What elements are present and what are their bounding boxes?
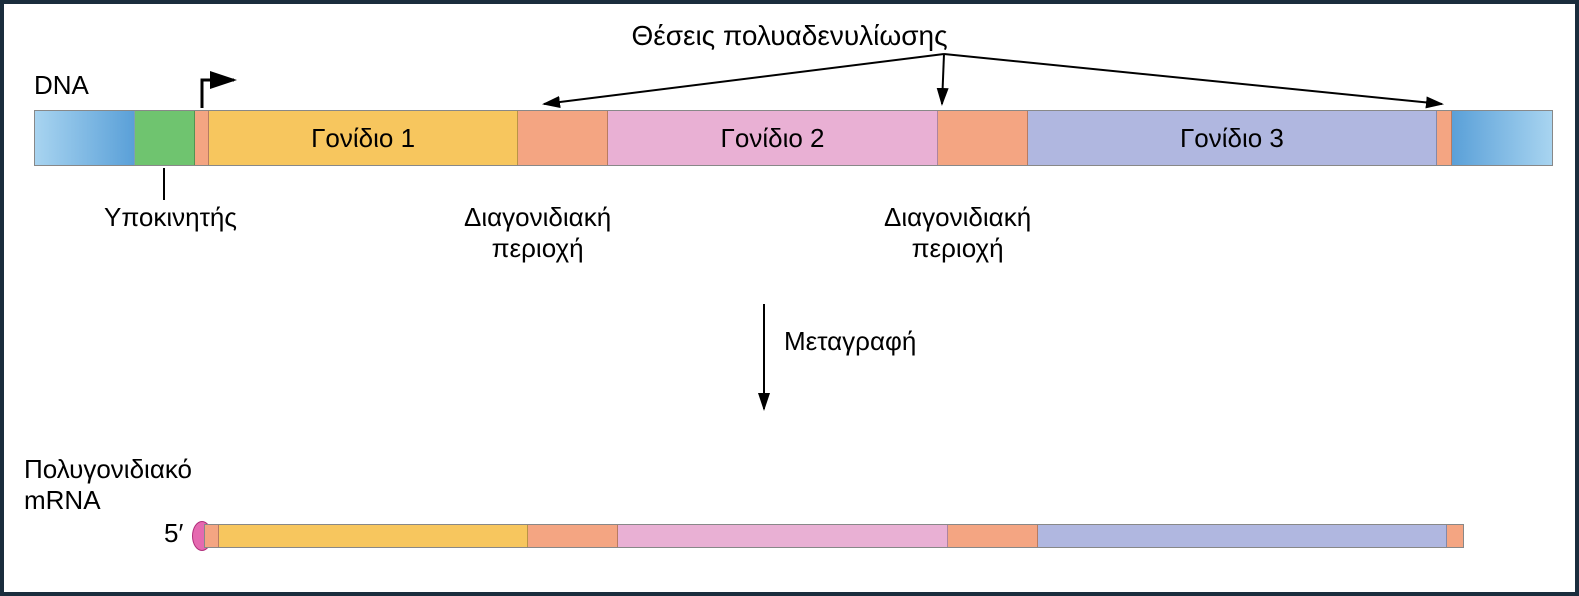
dna-seg-utr-b	[1437, 111, 1452, 165]
five-prime-label: 5′	[164, 518, 183, 549]
diagram-frame: Θέσεις πολυαδενυλίωσης DNA Γονίδιο 1Γονί…	[0, 0, 1579, 596]
polyA-title: Θέσεις πολυαδενυλίωσης	[4, 20, 1575, 52]
mrna-track	[204, 524, 1464, 548]
intergenic2-line2: περιοχή	[884, 233, 1031, 264]
dna-seg-promoter	[135, 111, 195, 165]
mrna-seg-gene1	[219, 525, 529, 547]
dna-seg-intergenic2	[938, 111, 1028, 165]
intergenic2-line1: Διαγονιδιακή	[884, 202, 1031, 233]
intergenic2-label: Διαγονιδιακή περιοχή	[884, 202, 1031, 264]
dna-seg-flank-right	[1452, 111, 1552, 165]
mrna-label: Πολυγονιδιακό mRNA	[24, 454, 192, 516]
dna-label: DNA	[34, 70, 89, 101]
dna-seg-gene1: Γονίδιο 1	[209, 111, 519, 165]
mrna-line1: Πολυγονιδιακό	[24, 454, 192, 485]
dna-seg-gene3: Γονίδιο 3	[1028, 111, 1437, 165]
arrow-layer	[4, 4, 1579, 596]
mrna-line2: mRNA	[24, 485, 192, 516]
intergenic1-label: Διαγονιδιακή περιοχή	[464, 202, 611, 264]
dna-seg-utr-a	[195, 111, 209, 165]
tss-arrow-icon	[202, 80, 234, 108]
dna-seg-intergenic1	[518, 111, 608, 165]
polyA-arrow-2	[942, 54, 944, 104]
dna-track: Γονίδιο 1 Γονίδιο 2 Γονίδιο 3	[34, 110, 1553, 166]
mrna-seg-utr-b	[1447, 525, 1463, 547]
intergenic1-line2: περιοχή	[464, 233, 611, 264]
transcription-label: Μεταγραφή	[784, 326, 916, 357]
promoter-label: Υποκινητής	[104, 202, 237, 233]
dna-seg-flank-left	[35, 111, 135, 165]
polyA-arrow-1	[544, 54, 944, 104]
mrna-seg-intergenic1	[528, 525, 618, 547]
mrna-seg-intergenic2	[948, 525, 1038, 547]
mrna-seg-gene3	[1038, 525, 1447, 547]
polyA-arrow-3	[944, 54, 1442, 104]
intergenic1-line1: Διαγονιδιακή	[464, 202, 611, 233]
dna-seg-gene2: Γονίδιο 2	[608, 111, 938, 165]
mrna-seg-utr-a	[205, 525, 219, 547]
mrna-seg-gene2	[618, 525, 947, 547]
